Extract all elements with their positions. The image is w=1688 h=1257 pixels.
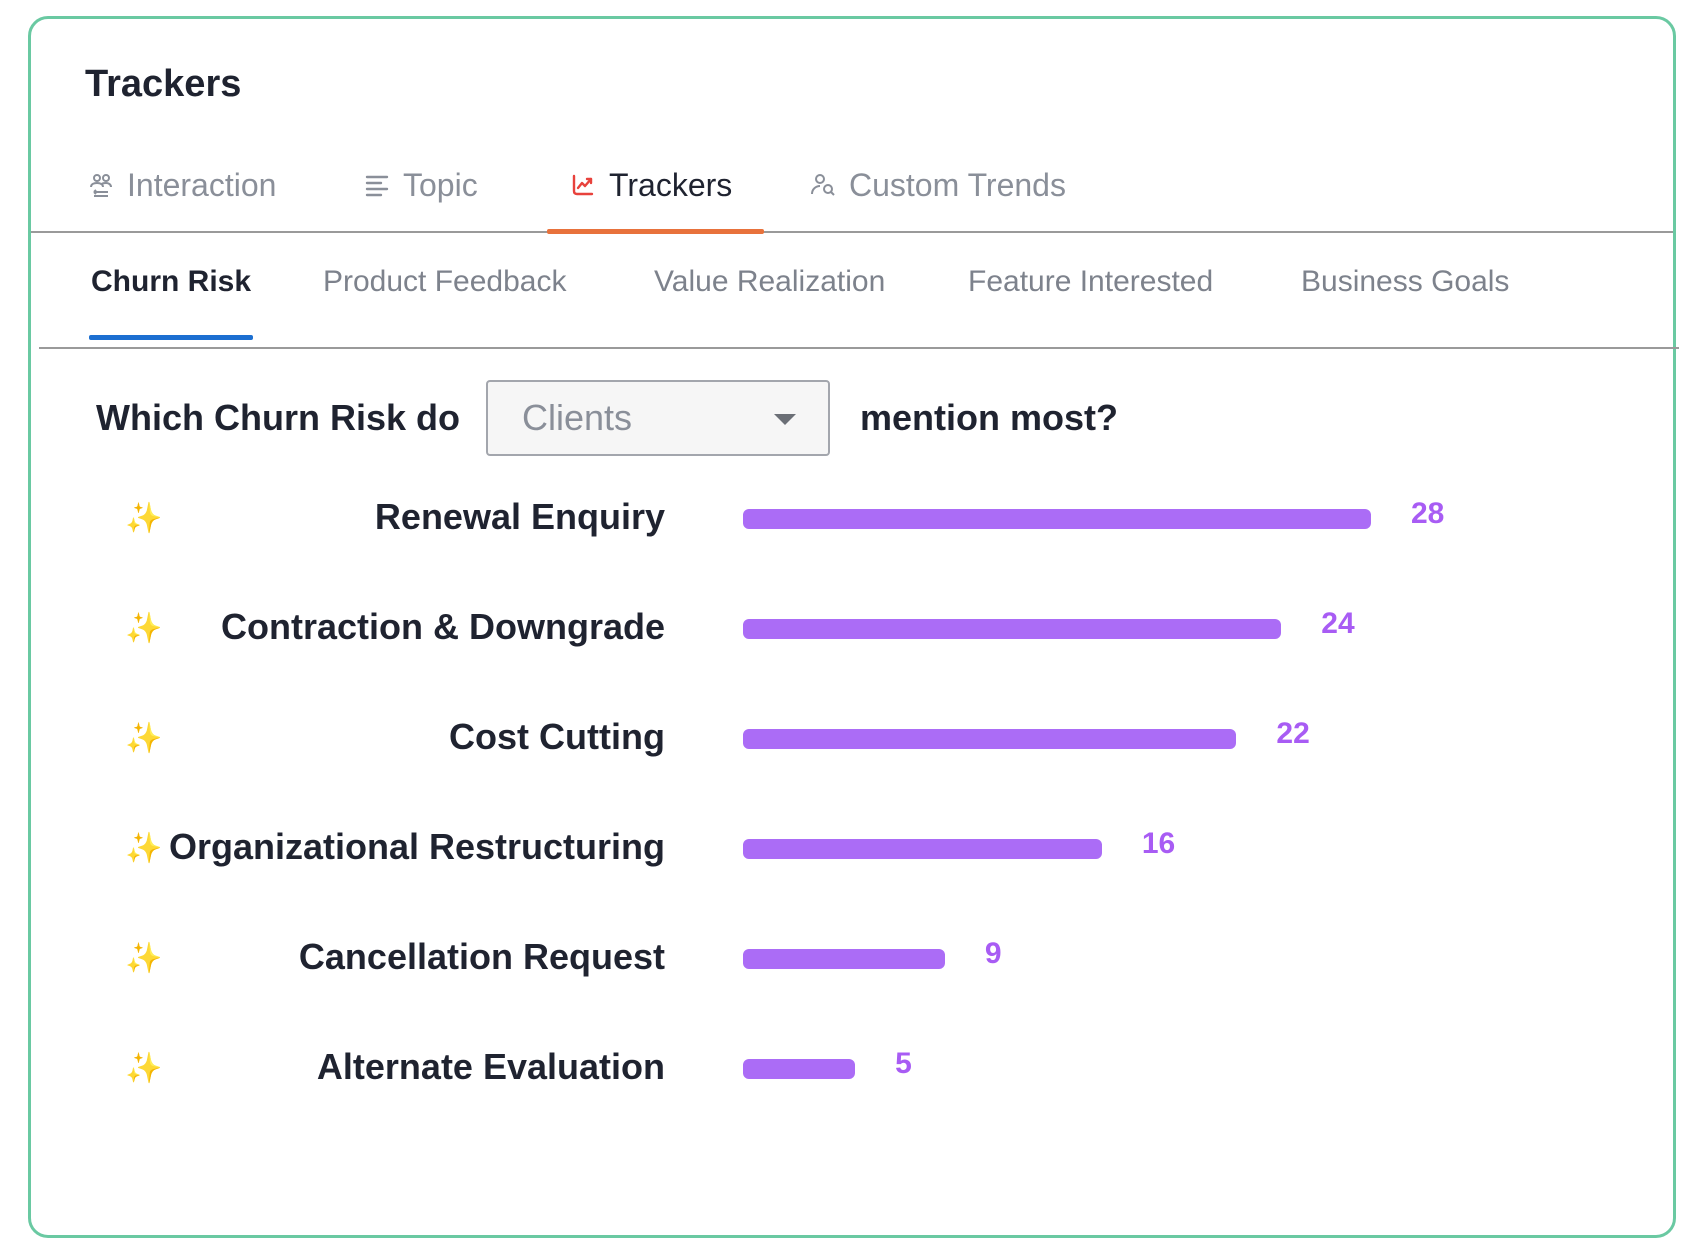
question-row: Which Churn Risk do Clients mention most… xyxy=(96,379,1118,457)
sparkles-icon: ✨ xyxy=(125,942,163,975)
bar-value: 16 xyxy=(1141,827,1176,860)
main-tab-bar: Interaction Topic Trackers xyxy=(31,139,1673,234)
question-suffix: mention most? xyxy=(860,397,1118,438)
sparkles-icon: ✨ xyxy=(125,502,163,535)
subtab-product-feedback[interactable]: Product Feedback xyxy=(323,265,567,298)
subtab-churn-risk[interactable]: Churn Risk xyxy=(88,265,254,340)
sparkles-icon: ✨ xyxy=(125,1052,163,1085)
people-icon xyxy=(87,171,115,199)
sparkles-icon: ✨ xyxy=(125,612,163,645)
tab-interaction[interactable]: Interaction xyxy=(87,139,276,231)
question-prefix: Which Churn Risk do xyxy=(96,397,460,438)
bar-value: 24 xyxy=(1321,607,1355,640)
subtab-value-realization[interactable]: Value Realization xyxy=(654,265,886,298)
sparkles-icon: ✨ xyxy=(125,722,163,755)
person-search-icon xyxy=(809,171,837,199)
trackers-icon xyxy=(569,171,597,199)
bar-value: 5 xyxy=(895,1047,912,1080)
bar[interactable] xyxy=(743,1059,856,1079)
bar-value: 22 xyxy=(1276,717,1310,750)
tab-topic[interactable]: Topic xyxy=(363,139,478,231)
bar-label: Organizational Restructuring xyxy=(168,826,665,867)
tab-interaction-label: Interaction xyxy=(127,166,277,203)
bar-value: 28 xyxy=(1411,497,1445,530)
list-icon xyxy=(363,171,391,199)
subtab-feature-interested[interactable]: Feature Interested xyxy=(968,265,1214,298)
churn-risk-bar-chart: ✨ Renewal Enquiry 28 ✨ Contraction & Downgra… xyxy=(31,19,1673,1235)
panel-title: Trackers xyxy=(85,63,242,105)
tab-trackers-label: Trackers xyxy=(609,166,733,203)
bar-value: 9 xyxy=(984,937,1002,970)
audience-select-value: Clients xyxy=(522,397,633,438)
sub-tab-bar: Churn Risk Product Feedback Value Realiz… xyxy=(39,231,1679,349)
bar-label: Renewal Enquiry xyxy=(374,496,665,537)
bar[interactable] xyxy=(743,729,1237,749)
bar-label: Contraction & Downgrade xyxy=(220,606,665,647)
tab-custom-trends[interactable]: Custom Trends xyxy=(809,139,1066,231)
audience-select[interactable]: Clients xyxy=(486,380,830,456)
bar[interactable] xyxy=(743,839,1102,859)
bar[interactable] xyxy=(743,509,1371,529)
bar-label: Cost Cutting xyxy=(449,716,665,757)
bar[interactable] xyxy=(743,949,945,969)
tab-topic-label: Topic xyxy=(403,166,478,203)
tab-trackers[interactable]: Trackers xyxy=(546,139,765,234)
bar-label: Cancellation Request xyxy=(298,936,665,977)
bar[interactable] xyxy=(743,619,1282,639)
tab-custom-trends-label: Custom Trends xyxy=(849,166,1066,203)
chevron-down-icon xyxy=(774,414,796,425)
trackers-card: Trackers Interaction Topic xyxy=(28,16,1679,1238)
sparkles-icon: ✨ xyxy=(125,832,163,865)
subtab-business-goals[interactable]: Business Goals xyxy=(1301,265,1510,298)
bar-label: Alternate Evaluation xyxy=(316,1046,665,1087)
